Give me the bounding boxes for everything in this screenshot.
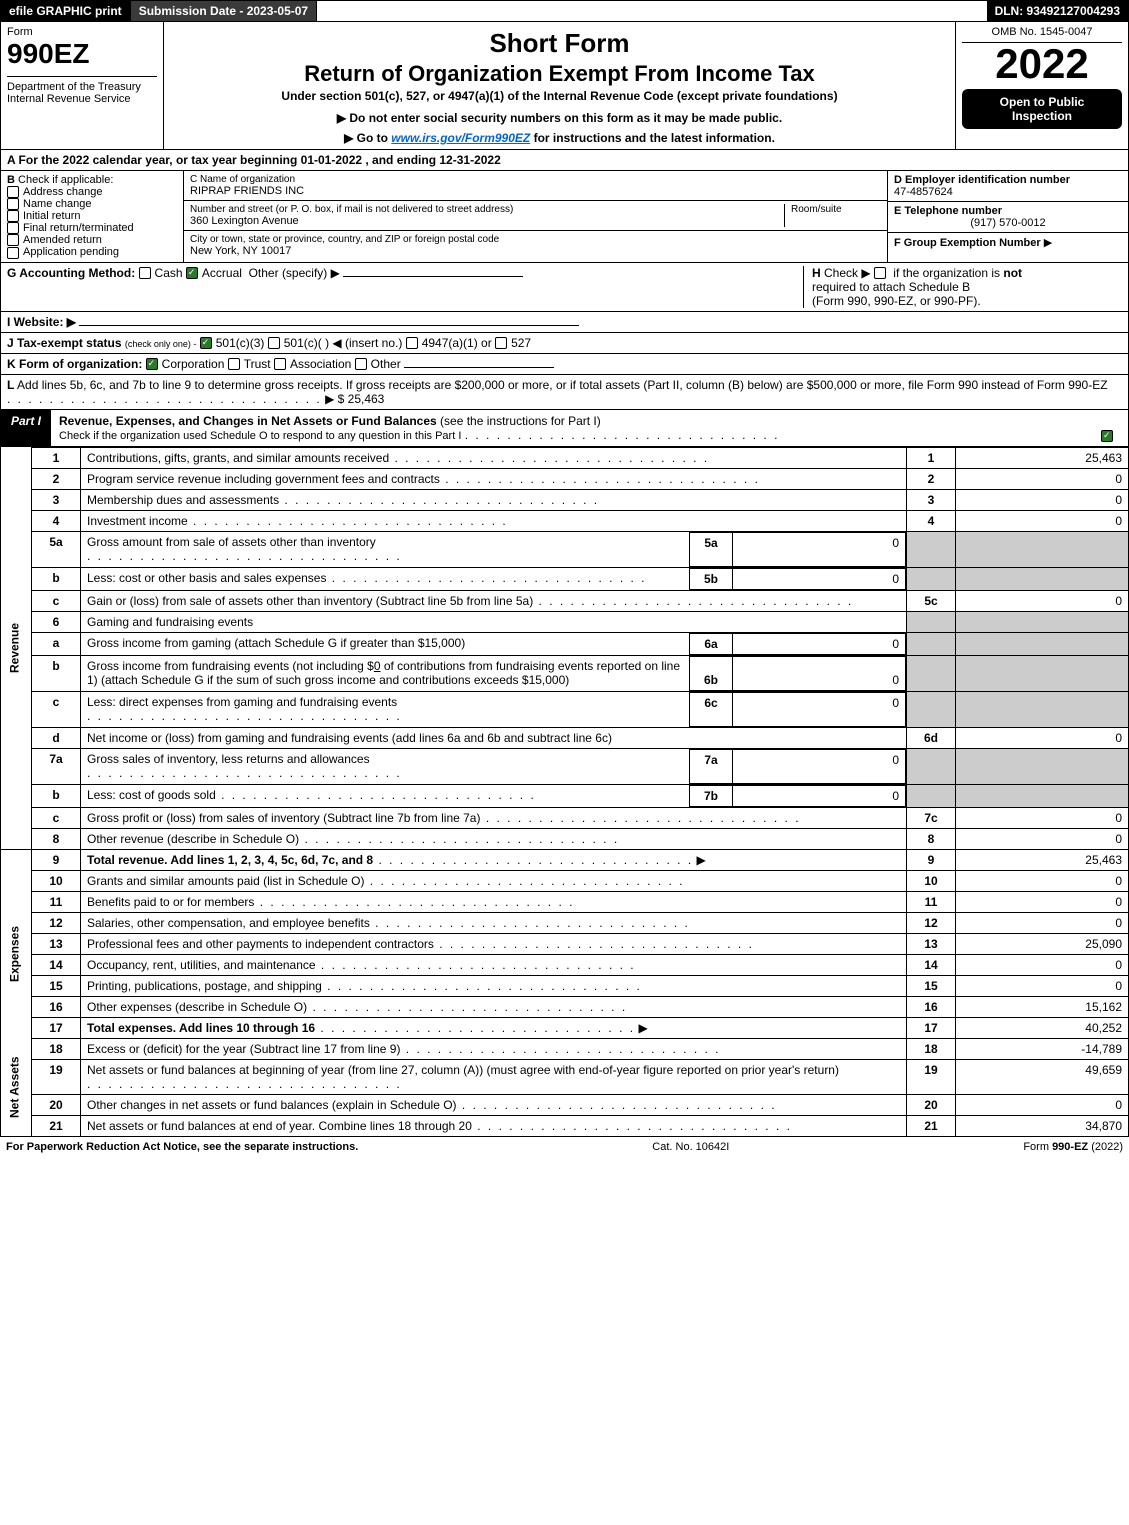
- warning-link-row: ▶ Go to www.irs.gov/Form990EZ for instru…: [170, 131, 949, 145]
- section-h-label: H: [812, 266, 821, 280]
- line-5c-amount: 0: [956, 590, 1129, 611]
- line-10-amount: 0: [956, 870, 1129, 891]
- line-2-amount: 0: [956, 468, 1129, 489]
- section-i-website: I Website: ▶: [0, 312, 1129, 333]
- section-g-label: G Accounting Method:: [7, 266, 135, 280]
- checkbox-address-change[interactable]: [7, 186, 19, 198]
- line-7b-amount: 0: [733, 785, 906, 806]
- dept-label: Department of the Treasury: [7, 81, 157, 93]
- ein: 47-4857624: [894, 186, 1122, 198]
- part-1-header: Part I Revenue, Expenses, and Changes in…: [0, 410, 1129, 447]
- section-f-label: F Group Exemption Number: [894, 237, 1041, 249]
- checkbox-initial-return[interactable]: [7, 210, 19, 222]
- line-19-amount: 49,659: [956, 1059, 1129, 1094]
- checkbox-501c3[interactable]: [200, 337, 212, 349]
- checkbox-association[interactable]: [274, 358, 286, 370]
- section-d-label: D Employer identification number: [894, 174, 1122, 186]
- checkbox-final-return[interactable]: [7, 222, 19, 234]
- addr-label: Number and street (or P. O. box, if mail…: [190, 204, 778, 215]
- checkbox-501c[interactable]: [268, 337, 280, 349]
- irs-link[interactable]: www.irs.gov/Form990EZ: [391, 131, 530, 145]
- line-18-amount: -14,789: [956, 1038, 1129, 1059]
- line-8-amount: 0: [956, 828, 1129, 849]
- line-1-amount: 25,463: [956, 447, 1129, 468]
- short-form-title: Short Form: [170, 28, 949, 59]
- line-6b-amount: 0: [733, 656, 906, 690]
- line-6c-amount: 0: [733, 692, 906, 726]
- org-info-grid: B Check if applicable: Address change Na…: [0, 171, 1129, 263]
- line-13-amount: 25,090: [956, 933, 1129, 954]
- inspection-badge: Open to Public Inspection: [962, 89, 1122, 129]
- checkbox-schedule-o[interactable]: [1101, 430, 1113, 442]
- irs-label: Internal Revenue Service: [7, 93, 157, 105]
- section-c-label: C Name of organization: [190, 174, 881, 185]
- line-11-amount: 0: [956, 891, 1129, 912]
- part-1-table: Revenue 1 Contributions, gifts, grants, …: [0, 447, 1129, 1137]
- checkbox-amended-return[interactable]: [7, 234, 19, 246]
- line-4-amount: 0: [956, 510, 1129, 531]
- checkbox-schedule-b[interactable]: [874, 267, 886, 279]
- top-bar: efile GRAPHIC print Submission Date - 20…: [0, 0, 1129, 22]
- dln-label: DLN: 93492127004293: [987, 1, 1128, 21]
- section-j-tax-status: J Tax-exempt status (check only one) - 5…: [0, 333, 1129, 354]
- line-20-amount: 0: [956, 1094, 1129, 1115]
- line-6a-amount: 0: [733, 633, 906, 654]
- checkbox-527[interactable]: [495, 337, 507, 349]
- section-e-label: E Telephone number: [894, 205, 1122, 217]
- line-7a-amount: 0: [733, 749, 906, 783]
- line-5b-amount: 0: [733, 568, 906, 589]
- submission-date: Submission Date - 2023-05-07: [131, 1, 317, 21]
- room-label: Room/suite: [791, 204, 881, 215]
- net-assets-side-label: Net Assets: [1, 1038, 32, 1136]
- checkbox-accrual[interactable]: [186, 267, 198, 279]
- catalog-number: Cat. No. 10642I: [652, 1141, 729, 1153]
- line-15-amount: 0: [956, 975, 1129, 996]
- efile-print-button[interactable]: efile GRAPHIC print: [1, 1, 131, 21]
- line-21-amount: 34,870: [956, 1115, 1129, 1136]
- org-address: 360 Lexington Avenue: [190, 215, 778, 227]
- arrow-icon: ▶: [1044, 237, 1052, 249]
- org-name: RIPRAP FRIENDS INC: [190, 185, 881, 197]
- checkbox-trust[interactable]: [228, 358, 240, 370]
- main-title: Return of Organization Exempt From Incom…: [170, 61, 949, 87]
- section-l-gross-receipts: L Add lines 5b, 6c, and 7b to line 9 to …: [0, 375, 1129, 410]
- revenue-side-label: Revenue: [1, 447, 32, 849]
- line-9-amount: 25,463: [956, 849, 1129, 870]
- expenses-side-label: Expenses: [1, 870, 32, 1038]
- line-17-amount: 40,252: [956, 1017, 1129, 1038]
- line-3-amount: 0: [956, 489, 1129, 510]
- checkbox-other-org[interactable]: [355, 358, 367, 370]
- line-14-amount: 0: [956, 954, 1129, 975]
- warning-ssn: ▶ Do not enter social security numbers o…: [170, 111, 949, 125]
- phone: (917) 570-0012: [894, 217, 1122, 229]
- city-label: City or town, state or province, country…: [190, 234, 881, 245]
- line-16-amount: 15,162: [956, 996, 1129, 1017]
- section-a-tax-year: A For the 2022 calendar year, or tax yea…: [0, 150, 1129, 171]
- form-word: Form: [7, 26, 157, 38]
- line-12-amount: 0: [956, 912, 1129, 933]
- section-k-form-org: K Form of organization: Corporation Trus…: [0, 354, 1129, 375]
- section-g-h: G Accounting Method: Cash Accrual Other …: [0, 263, 1129, 312]
- line-5a-amount: 0: [733, 532, 906, 566]
- checkbox-corporation[interactable]: [146, 358, 158, 370]
- form-header: Form 990EZ Department of the Treasury In…: [0, 22, 1129, 150]
- checkbox-name-change[interactable]: [7, 198, 19, 210]
- checkbox-application-pending[interactable]: [7, 247, 19, 259]
- section-b-label: B: [7, 174, 15, 186]
- subtitle: Under section 501(c), 527, or 4947(a)(1)…: [170, 89, 949, 103]
- checkbox-4947[interactable]: [406, 337, 418, 349]
- line-6d-amount: 0: [956, 727, 1129, 748]
- checkbox-cash[interactable]: [139, 267, 151, 279]
- tax-year: 2022: [962, 43, 1122, 85]
- form-number: 990EZ: [7, 38, 157, 70]
- part-1-label: Part I: [1, 410, 51, 446]
- gross-receipts-amount: 25,463: [348, 392, 385, 406]
- page-footer: For Paperwork Reduction Act Notice, see …: [0, 1137, 1129, 1157]
- line-7c-amount: 0: [956, 807, 1129, 828]
- org-city: New York, NY 10017: [190, 245, 881, 257]
